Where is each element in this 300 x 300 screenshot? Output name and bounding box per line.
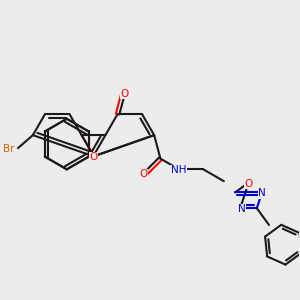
Text: O: O: [139, 169, 148, 179]
Text: N: N: [238, 204, 246, 214]
Text: N: N: [258, 188, 266, 198]
Text: O: O: [121, 89, 129, 99]
Text: NH: NH: [171, 165, 186, 175]
Text: O: O: [90, 152, 98, 162]
Text: O: O: [244, 179, 253, 189]
Text: Br: Br: [4, 144, 15, 154]
